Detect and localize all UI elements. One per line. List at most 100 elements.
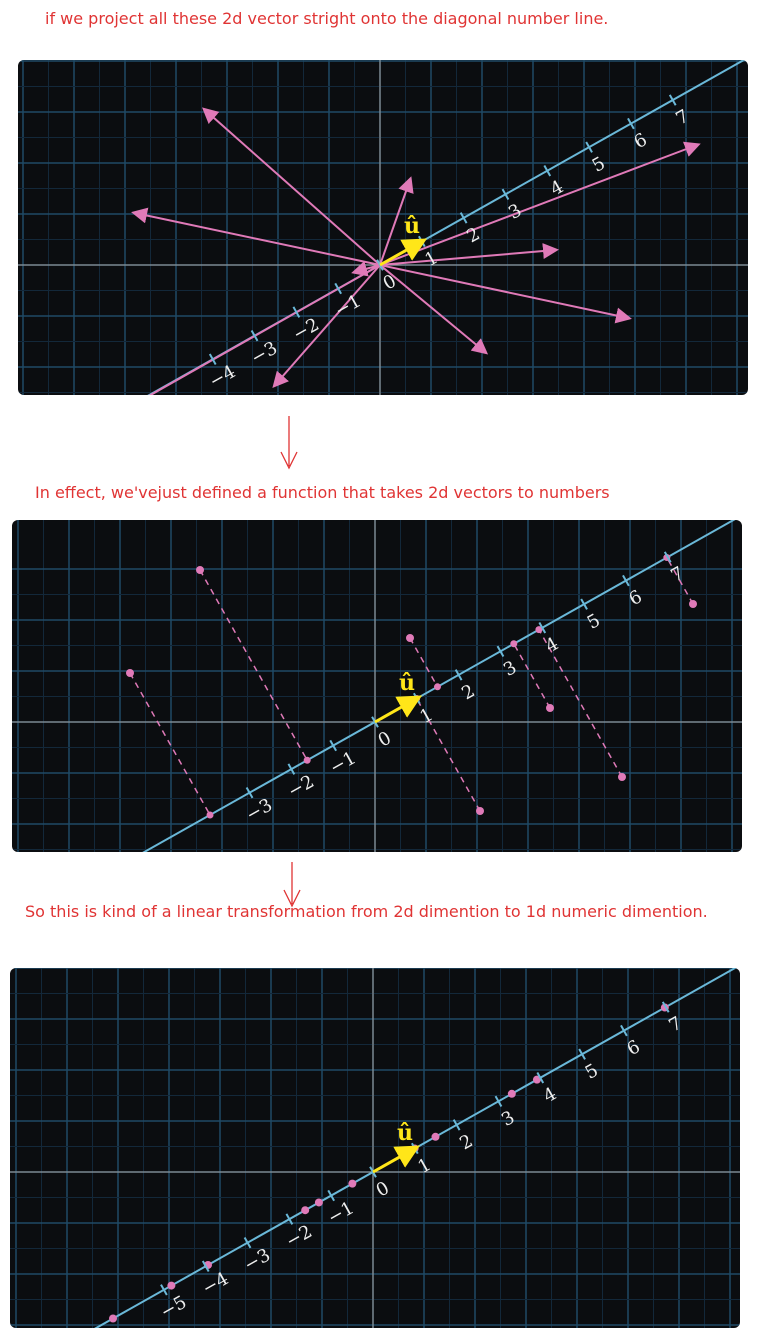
tick xyxy=(663,551,672,563)
tick-label: 2 xyxy=(456,1130,476,1154)
vector xyxy=(379,176,414,266)
tick xyxy=(578,1048,586,1060)
tick xyxy=(327,1189,335,1202)
projection-line xyxy=(129,672,211,816)
tick-label: −1 xyxy=(326,747,359,778)
tick xyxy=(250,329,259,342)
tick-label: 5 xyxy=(589,153,609,177)
projection-line xyxy=(409,637,439,688)
tick-label: 6 xyxy=(626,586,646,610)
tick xyxy=(160,1284,168,1296)
tick-label: 3 xyxy=(498,1107,518,1131)
vector xyxy=(379,141,701,266)
point xyxy=(431,1132,440,1141)
vector xyxy=(148,264,381,395)
tick xyxy=(494,1095,503,1108)
tick-label: 2 xyxy=(458,680,478,704)
tick-label: 7 xyxy=(667,563,687,587)
point xyxy=(476,807,484,815)
point xyxy=(507,1089,516,1098)
tick-label: −4 xyxy=(199,1268,232,1299)
tick-label: 3 xyxy=(500,657,520,681)
tick-label: −1 xyxy=(331,290,364,321)
tick-label: −2 xyxy=(282,1221,315,1252)
point xyxy=(206,811,214,819)
number-line xyxy=(147,60,746,395)
down-arrow xyxy=(283,862,301,908)
point xyxy=(510,640,518,648)
video-frame: −3 −2 −1 0 1 2 3 4 5 6 7 û xyxy=(12,520,742,852)
tick xyxy=(245,786,254,799)
tick-label: 5 xyxy=(582,1060,602,1084)
point xyxy=(406,634,414,642)
tick xyxy=(459,212,468,224)
point xyxy=(314,1198,323,1207)
tick xyxy=(452,1119,461,1131)
tick-label: 1 xyxy=(414,1154,434,1178)
tick xyxy=(243,1236,252,1249)
point xyxy=(348,1179,357,1188)
point xyxy=(126,669,134,677)
video-frame: −4 −3 −2 −1 0 1 2 3 4 5 6 7 û xyxy=(18,60,748,395)
vector xyxy=(202,107,381,266)
point xyxy=(532,1075,541,1084)
point xyxy=(303,756,311,764)
tick-label: −2 xyxy=(284,771,317,802)
caption: So this is kind of a linear transformati… xyxy=(25,902,708,921)
number-line xyxy=(142,520,736,852)
point xyxy=(167,1281,176,1290)
vector xyxy=(379,243,559,266)
tick xyxy=(287,763,296,775)
video-frame: −5 −4 −3 −2 −1 0 1 2 3 4 5 6 7 û xyxy=(10,968,740,1328)
tick-label: 1 xyxy=(416,704,436,728)
tick xyxy=(208,353,217,365)
tick-label: 6 xyxy=(631,129,651,153)
tick xyxy=(543,165,552,177)
vector xyxy=(351,261,381,277)
tick-label: 7 xyxy=(672,106,692,130)
caption: if we project all these 2d vector strigh… xyxy=(45,9,609,28)
tick-label: 7 xyxy=(665,1013,685,1037)
unit-label: û xyxy=(404,213,420,239)
tick xyxy=(496,645,505,658)
point xyxy=(618,773,626,781)
projection-line xyxy=(199,569,308,761)
tick xyxy=(334,282,342,295)
unit-label: û xyxy=(397,1120,413,1146)
point xyxy=(546,704,554,712)
tick xyxy=(585,141,593,153)
point xyxy=(535,626,543,634)
down-arrow xyxy=(280,416,298,470)
projection-line xyxy=(513,643,551,709)
unit-label: û xyxy=(399,670,415,696)
tick xyxy=(454,669,463,681)
point xyxy=(109,1314,118,1323)
unit-vector xyxy=(379,238,428,267)
tick-label: −4 xyxy=(206,361,239,392)
tick-label: −1 xyxy=(324,1197,357,1228)
point xyxy=(196,566,204,574)
tick xyxy=(580,598,588,610)
point xyxy=(689,600,697,608)
tick xyxy=(201,1260,210,1272)
tick xyxy=(329,739,337,752)
tick xyxy=(661,1001,670,1013)
caption: In effect, we'vejust defined a function … xyxy=(35,483,610,502)
vector xyxy=(379,264,632,324)
point xyxy=(433,683,441,691)
unit-vector xyxy=(374,695,423,724)
tick-label: 6 xyxy=(624,1036,644,1060)
point xyxy=(301,1206,310,1215)
tick xyxy=(668,94,677,106)
tick-label: 5 xyxy=(584,610,604,634)
vector xyxy=(379,264,489,355)
tick xyxy=(620,1024,628,1037)
tick xyxy=(536,1072,545,1084)
tick-label: −5 xyxy=(157,1292,190,1323)
unit-vector xyxy=(372,1145,421,1174)
tick-label: −2 xyxy=(289,314,322,345)
tick xyxy=(501,188,510,201)
